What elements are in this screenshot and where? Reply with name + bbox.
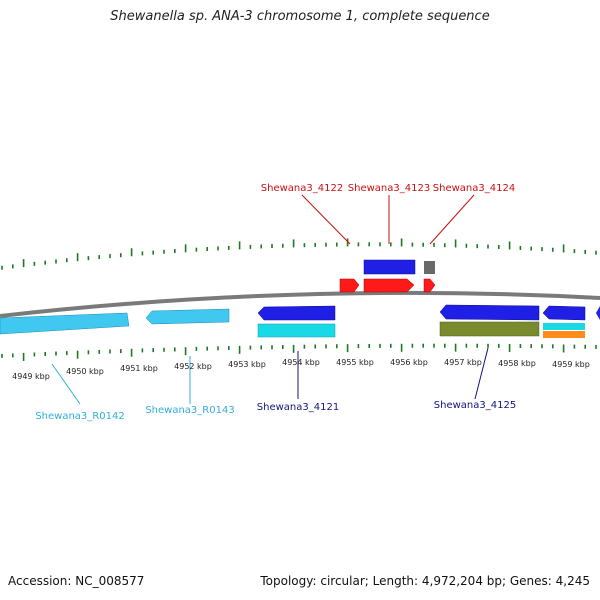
- kbp-label: 4958 kbp: [498, 359, 536, 368]
- kbp-label: 4956 kbp: [390, 358, 428, 367]
- kbp-label: 4957 kbp: [444, 358, 482, 367]
- leader-line-4124: [429, 194, 475, 245]
- gene-feature-4124-gray[interactable]: [424, 261, 435, 274]
- outer-tick-marks: [1, 238, 597, 270]
- gene-arrow-4122[interactable]: [339, 278, 360, 293]
- gene-arrow-4127[interactable]: [596, 306, 600, 320]
- inner-tick-marks: [1, 343, 597, 361]
- gene-label-4123[interactable]: Shewana3_4123: [348, 183, 430, 194]
- map-title: Shewanella sp. ANA-3 chromosome 1, compl…: [110, 9, 490, 24]
- gene-arrow-4124[interactable]: [423, 278, 436, 293]
- gene-feature-4125-olive[interactable]: [439, 321, 540, 337]
- gene-feature-4126-cyan[interactable]: [543, 323, 585, 330]
- gene-arrow-r0142[interactable]: [0, 312, 130, 335]
- kbp-label: 4949 kbp: [12, 372, 50, 381]
- gene-arrow-4121[interactable]: [257, 305, 336, 321]
- gene-arrow-4126[interactable]: [542, 305, 586, 321]
- kbp-label: 4954 kbp: [282, 358, 320, 367]
- leader-line-4122: [301, 194, 351, 245]
- leader-line-r0142: [51, 363, 81, 405]
- kbp-label: 4950 kbp: [66, 367, 104, 376]
- gene-feature-4122-blue[interactable]: [363, 259, 416, 275]
- gene-arrow-4123[interactable]: [363, 278, 415, 293]
- gene-feature-4126-orange[interactable]: [543, 331, 585, 338]
- leader-line-4125: [474, 347, 489, 400]
- gene-feature-4121-cyan[interactable]: [257, 323, 336, 338]
- gene-arrow-4125[interactable]: [439, 304, 540, 321]
- gene-label-4125[interactable]: Shewana3_4125: [434, 400, 516, 411]
- kbp-label: 4959 kbp: [552, 360, 590, 369]
- gene-label-4124[interactable]: Shewana3_4124: [433, 183, 515, 194]
- topology-summary: Topology: circular; Length: 4,972,204 bp…: [260, 574, 590, 588]
- gene-label-r0142[interactable]: Shewana3_R0142: [35, 411, 124, 422]
- kbp-label: 4951 kbp: [120, 364, 158, 373]
- kbp-label: 4955 kbp: [336, 358, 374, 367]
- gene-label-r0143[interactable]: Shewana3_R0143: [145, 405, 234, 416]
- gene-arrow-r0143[interactable]: [145, 308, 230, 325]
- kbp-label: 4952 kbp: [174, 362, 212, 371]
- accession-text: Accession: NC_008577: [8, 574, 145, 588]
- gene-label-4121[interactable]: Shewana3_4121: [257, 402, 339, 413]
- chromosome-backbone: [0, 290, 600, 318]
- gene-label-4122[interactable]: Shewana3_4122: [261, 183, 343, 194]
- kbp-label: 4953 kbp: [228, 360, 266, 369]
